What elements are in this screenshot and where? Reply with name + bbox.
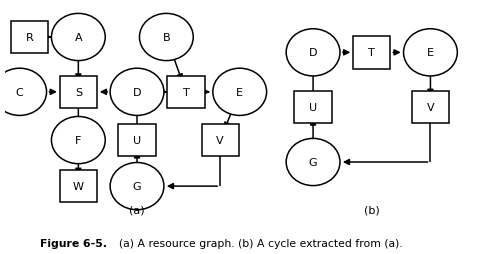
Text: V: V [217,136,224,146]
Ellipse shape [213,69,266,116]
Text: E: E [427,48,434,58]
Text: D: D [133,87,141,98]
Bar [11,22,48,54]
Ellipse shape [404,30,457,77]
Bar [412,91,449,124]
Bar [118,124,156,157]
Text: (a): (a) [129,205,145,215]
Ellipse shape [51,117,105,164]
Text: C: C [16,87,23,98]
Text: D: D [309,48,317,58]
Bar [167,76,205,109]
Text: (a) A resource graph. (b) A cycle extracted from (a).: (a) A resource graph. (b) A cycle extrac… [112,238,403,248]
Bar [202,124,239,157]
Bar [353,37,390,69]
Text: A: A [74,33,82,43]
Bar [60,76,97,109]
Text: S: S [75,87,82,98]
Text: R: R [25,33,33,43]
Ellipse shape [286,30,340,77]
Ellipse shape [110,69,164,116]
Text: T: T [368,48,375,58]
Ellipse shape [286,139,340,186]
Bar [60,170,97,203]
Text: Figure 6-5.: Figure 6-5. [40,238,107,248]
Text: (b): (b) [364,205,380,215]
Ellipse shape [0,69,46,116]
Text: G: G [309,157,317,167]
Bar [294,91,332,124]
Text: E: E [236,87,243,98]
Ellipse shape [110,163,164,210]
Text: U: U [309,103,317,113]
Text: B: B [163,33,170,43]
Text: V: V [427,103,434,113]
Ellipse shape [51,14,105,61]
Ellipse shape [140,14,193,61]
Text: G: G [133,181,141,191]
Text: U: U [133,136,141,146]
Text: W: W [73,181,84,191]
Text: T: T [183,87,189,98]
Text: F: F [75,136,81,146]
